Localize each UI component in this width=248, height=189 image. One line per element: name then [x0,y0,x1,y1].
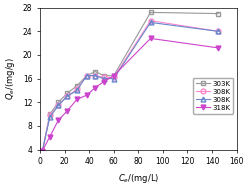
303K [57,101,60,103]
318K [217,47,220,49]
308K [85,75,88,77]
308K [217,30,220,33]
308K [75,89,78,92]
318K [57,119,60,121]
303K [41,150,44,152]
308K [112,77,115,80]
303K [94,70,97,73]
Line: 308K: 308K [40,18,220,153]
303K [75,85,78,87]
308K [94,75,97,77]
308K [57,104,60,106]
308K [217,30,220,33]
308K [65,95,68,98]
318K [85,94,88,96]
303K [102,75,105,77]
308K [75,88,78,90]
303K [112,75,115,77]
303K [217,12,220,15]
308K [41,150,44,152]
318K [65,110,68,112]
308K [65,95,68,98]
318K [75,98,78,101]
308K [94,75,97,77]
X-axis label: $C_e$/(mg/L): $C_e$/(mg/L) [118,172,159,185]
308K [102,77,105,80]
308K [149,19,152,22]
Line: 308K: 308K [40,20,220,153]
308K [48,114,51,116]
318K [102,81,105,83]
308K [41,150,44,152]
318K [48,136,51,138]
308K [112,76,115,79]
Y-axis label: $Q_e$/(mg/g): $Q_e$/(mg/g) [4,57,17,100]
303K [48,113,51,115]
318K [94,86,97,89]
308K [149,21,152,24]
308K [102,76,105,79]
308K [57,104,60,106]
308K [85,75,88,77]
318K [41,150,44,152]
Line: 303K: 303K [40,10,220,153]
318K [112,75,115,77]
Line: 318K: 318K [40,36,220,153]
303K [149,11,152,14]
318K [149,37,152,40]
308K [48,116,51,118]
Legend: 303K, 308K, 308K, 318K: 303K, 308K, 308K, 318K [193,78,233,114]
303K [65,92,68,94]
303K [85,75,88,77]
